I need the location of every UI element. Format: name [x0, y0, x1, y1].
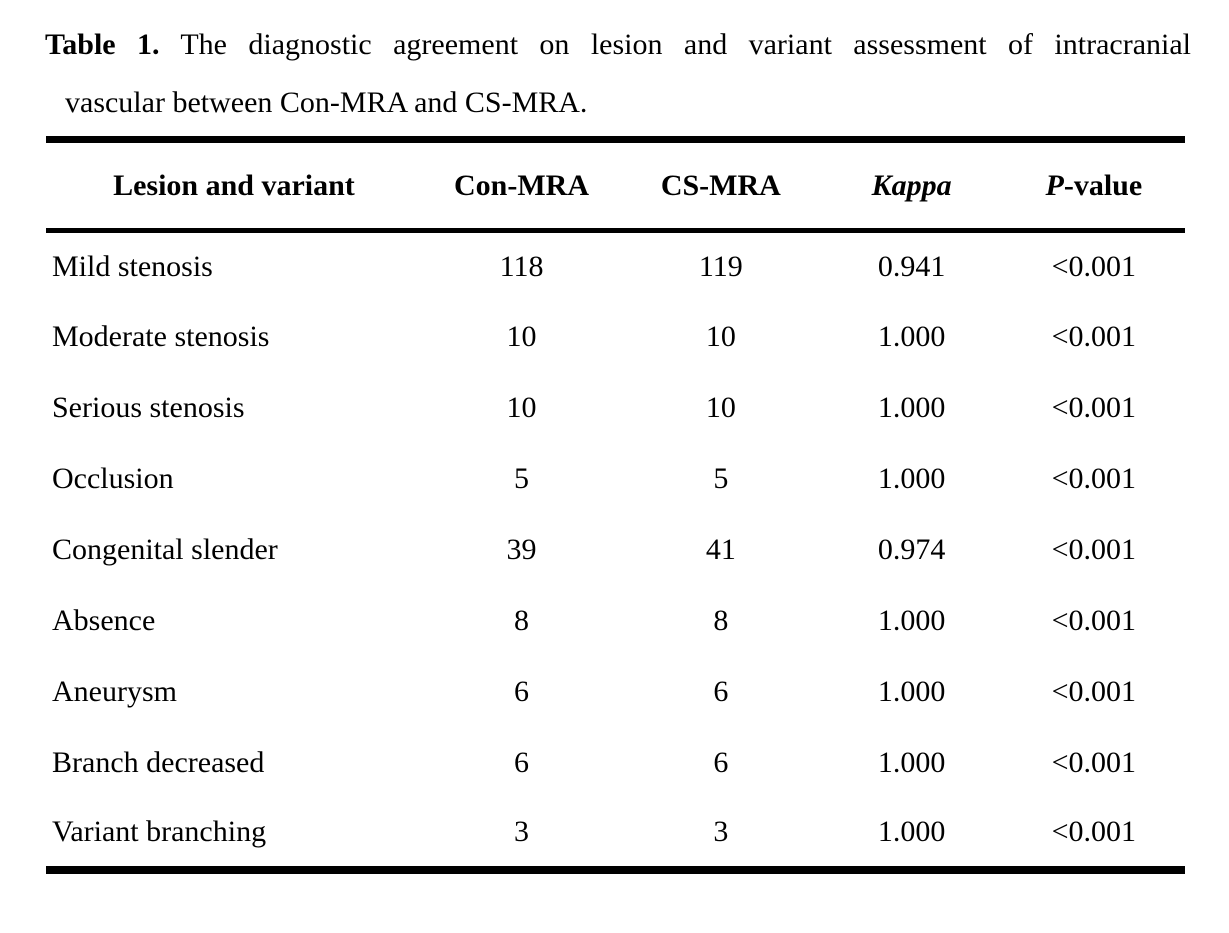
cs-mra-cell: 3	[713, 815, 729, 848]
row-label-cell: Aneurysm	[52, 675, 177, 708]
kappa-cell: 0.941	[877, 250, 946, 284]
cs-mra-cell: 10	[705, 391, 736, 424]
cs-mra-cell: 5	[713, 462, 729, 495]
con-mra-cell: 3	[514, 815, 530, 848]
table-row: Branch decreased 6 6 1.000 <0.001	[46, 728, 1185, 799]
row-label-cell: Serious stenosis	[52, 391, 245, 424]
p-value-cell: <0.001	[1051, 462, 1137, 495]
p-label: P	[1045, 168, 1064, 202]
kappa-cell: 1.000	[877, 320, 946, 353]
table-row: Congenital slender 39 41 0.974 <0.001	[46, 515, 1185, 586]
table-row: Occlusion 5 5 1.000 <0.001	[46, 444, 1185, 515]
table-caption: Table 1. The diagnostic agreement on les…	[45, 16, 1191, 132]
p-value-cell: <0.001	[1051, 746, 1137, 779]
p-value-cell: <0.001	[1051, 320, 1137, 353]
kappa-cell: 1.000	[877, 462, 946, 495]
row-label-cell: Congenital slender	[52, 533, 278, 566]
con-mra-cell: 6	[514, 746, 530, 779]
row-label-cell: Absence	[52, 604, 156, 637]
kappa-cell: 0.974	[877, 533, 946, 566]
con-mra-cell: 118	[499, 250, 544, 284]
kappa-cell: 1.000	[877, 815, 946, 848]
caption-line-2: vascular between Con-MRA and CS-MRA.	[65, 86, 588, 119]
caption-line1-text: The diagnostic agreement on lesion and v…	[180, 28, 1191, 61]
column-header-cs-mra: CS-MRA	[660, 168, 781, 202]
table-row: Variant branching 3 3 1.000 <0.001	[46, 799, 1185, 870]
caption-table-label: Table 1.	[45, 28, 160, 61]
cs-mra-cell: 8	[713, 604, 729, 637]
row-label-cell: Moderate stenosis	[52, 320, 270, 353]
column-header-p-value: P-value	[1003, 140, 1185, 231]
row-label-cell: Variant branching	[52, 815, 267, 848]
caption-line-1: Table 1. The diagnostic agreement on les…	[45, 16, 1191, 74]
cs-mra-cell: 6	[713, 746, 729, 779]
row-label-cell: Occlusion	[52, 462, 174, 495]
column-header-lesion-variant: Lesion and variant	[113, 168, 355, 202]
diagnostic-agreement-table: Lesion and variant Con-MRA CS-MRA Kappa …	[46, 136, 1185, 874]
column-header-kappa: Kappa	[820, 140, 1002, 231]
con-mra-cell: 10	[506, 391, 537, 424]
p-value-cell: <0.001	[1051, 815, 1137, 848]
con-mra-cell: 10	[506, 320, 537, 353]
p-value-cell: <0.001	[1051, 250, 1137, 284]
table-row: Aneurysm 6 6 1.000 <0.001	[46, 657, 1185, 728]
table-row: Serious stenosis 10 10 1.000 <0.001	[46, 373, 1185, 444]
row-label-cell: Branch decreased	[52, 746, 265, 779]
table-row: Moderate stenosis 10 10 1.000 <0.001	[46, 302, 1185, 373]
p-value-cell: <0.001	[1051, 675, 1137, 708]
table-row: Mild stenosis 118 119 0.941 <0.001	[46, 231, 1185, 302]
column-header-con-mra: Con-MRA	[454, 168, 590, 202]
kappa-cell: 1.000	[877, 746, 946, 779]
con-mra-cell: 5	[514, 462, 530, 495]
cs-mra-cell: 119	[698, 250, 743, 284]
p-value-cell: <0.001	[1051, 604, 1137, 637]
kappa-label: Kappa	[871, 168, 952, 202]
p-value-cell: <0.001	[1051, 533, 1137, 566]
header-row: Lesion and variant Con-MRA CS-MRA Kappa …	[46, 140, 1185, 231]
p-value-cell: <0.001	[1051, 391, 1137, 424]
con-mra-cell: 8	[514, 604, 530, 637]
kappa-cell: 1.000	[877, 604, 946, 637]
cs-mra-cell: 41	[705, 533, 736, 566]
p-value-suffix: -value	[1063, 168, 1143, 202]
cs-mra-cell: 10	[705, 320, 736, 353]
row-label-cell: Mild stenosis	[52, 250, 213, 284]
table-row: Absence 8 8 1.000 <0.001	[46, 586, 1185, 657]
con-mra-cell: 6	[514, 675, 530, 708]
con-mra-cell: 39	[506, 533, 537, 566]
kappa-cell: 1.000	[877, 675, 946, 708]
kappa-cell: 1.000	[877, 391, 946, 424]
cs-mra-cell: 6	[713, 675, 729, 708]
